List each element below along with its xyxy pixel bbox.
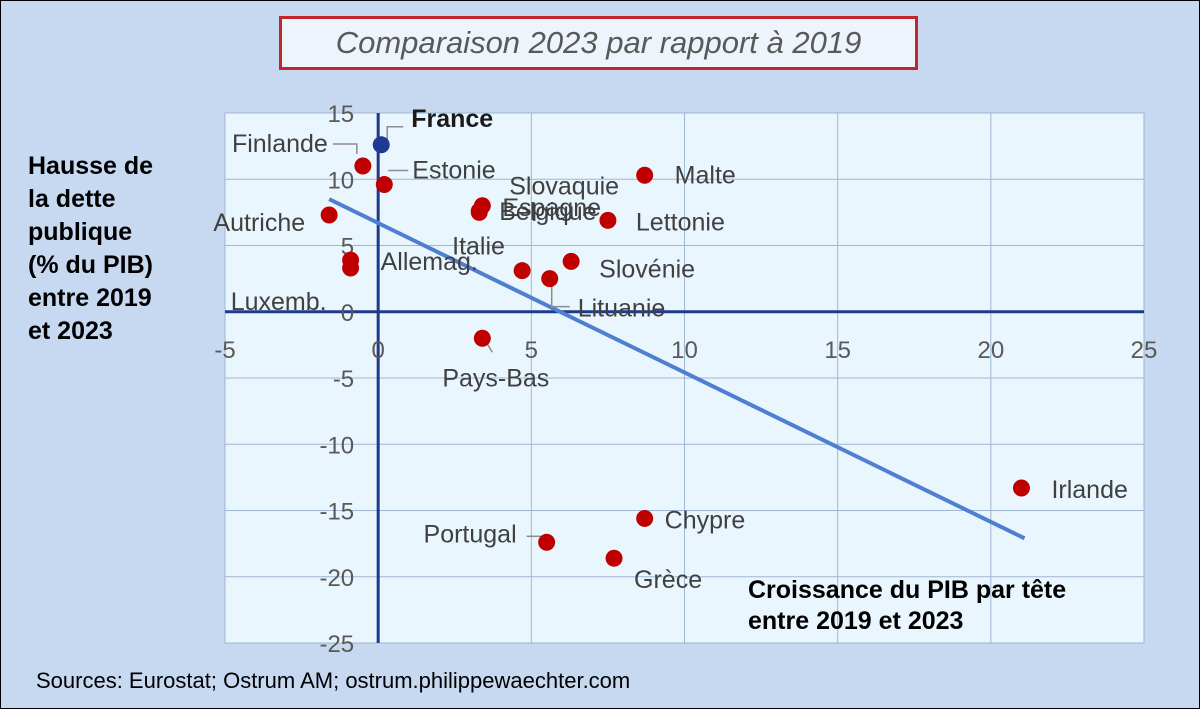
point-label: Estonie <box>412 157 495 185</box>
chart-title: Comparaison 2023 par rapport à 2019 <box>279 16 918 70</box>
x-tick-label: 0 <box>371 337 384 364</box>
data-point-grce <box>605 549 623 567</box>
y-tick-label: 0 <box>341 300 354 327</box>
y-tick-label: 10 <box>327 167 354 194</box>
point-label: Grèce <box>634 566 702 594</box>
data-point-irlande <box>1012 479 1030 497</box>
x-tick-label: 25 <box>1131 337 1158 364</box>
data-point-slovnie <box>562 252 580 270</box>
point-label: Malte <box>675 161 736 189</box>
point-label: Belgique <box>499 198 596 226</box>
y-tick-label: -20 <box>319 565 354 592</box>
point-label: Irlande <box>1051 476 1127 504</box>
sources-note: Sources: Eurostat; Ostrum AM; ostrum.phi… <box>36 668 631 693</box>
y-tick-label: 15 <box>327 101 354 128</box>
x-tick-label: 5 <box>525 337 538 364</box>
x-tick-label: 20 <box>977 337 1004 364</box>
leader-line <box>550 284 570 308</box>
point-label: Allemag. <box>381 248 478 276</box>
point-label: Slovénie <box>599 255 695 283</box>
y-tick-label: -25 <box>319 631 354 658</box>
data-point-chypre <box>636 509 654 527</box>
leader-line <box>386 126 404 141</box>
x-tick-label: 15 <box>824 337 851 364</box>
trendline <box>328 197 1026 541</box>
point-label: Lettonie <box>636 208 725 236</box>
data-point-estonie <box>375 176 393 194</box>
x-axis-label: Croissance du PIB par tête entre 2019 et… <box>748 576 1067 635</box>
data-point-lettonie <box>599 211 617 229</box>
x-tick-label: -5 <box>214 337 235 364</box>
data-point-autriche <box>320 206 338 224</box>
data-point-italie <box>513 262 531 280</box>
point-label: Espagne <box>502 194 601 222</box>
data-point-luxemb <box>342 259 360 277</box>
y-tick-label: -5 <box>333 366 354 393</box>
point-label: Chypre <box>665 506 746 534</box>
data-point-france <box>372 136 390 154</box>
point-label: Italie <box>452 233 505 261</box>
point-label: Lituanie <box>578 295 666 323</box>
point-label: Luxemb. <box>231 288 327 316</box>
y-axis-label: Hausse de la dette publique (% du PIB) e… <box>28 152 154 345</box>
data-point-portugal <box>538 533 556 551</box>
point-label: Slovaquie <box>509 172 619 200</box>
data-point-lituanie <box>541 270 559 288</box>
point-label: Autriche <box>213 209 305 237</box>
point-label: Finlande <box>232 130 328 158</box>
x-tick-label: 10 <box>671 337 698 364</box>
y-tick-label: -10 <box>319 432 354 459</box>
point-label: Pays-Bas <box>442 364 549 392</box>
point-label: France <box>411 105 493 133</box>
data-point-malte <box>636 166 654 184</box>
data-point-finlande <box>354 157 372 175</box>
point-label: Portugal <box>424 520 517 548</box>
y-tick-label: -15 <box>319 499 354 526</box>
data-point-belgique <box>470 202 488 220</box>
leader-line <box>332 143 358 154</box>
data-point-paysbas <box>473 329 491 347</box>
